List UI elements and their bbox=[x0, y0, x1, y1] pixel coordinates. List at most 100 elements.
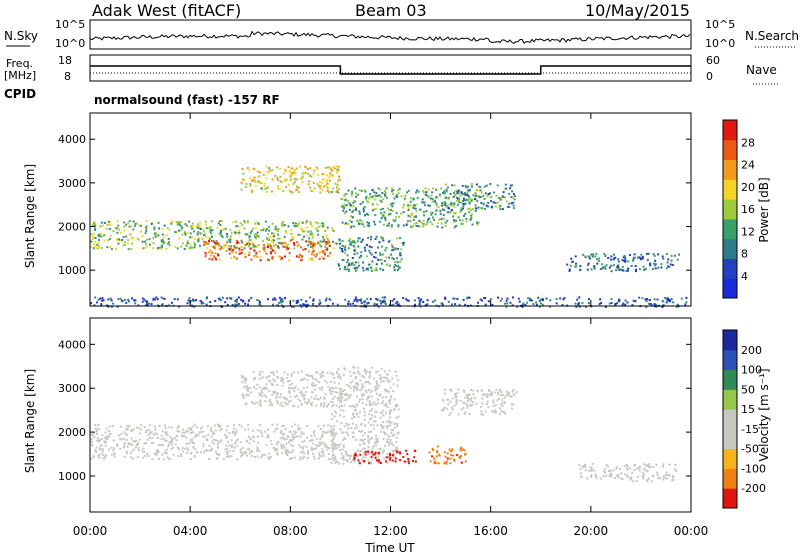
power-cell bbox=[363, 246, 366, 249]
freq-left-tick-top: 18 bbox=[58, 54, 72, 67]
velocity-cell bbox=[260, 395, 263, 398]
power-cell bbox=[396, 300, 399, 303]
velocity-cell bbox=[287, 380, 290, 383]
velocity-cell bbox=[399, 459, 402, 461]
power-cell bbox=[312, 253, 315, 256]
power-cell bbox=[301, 238, 304, 241]
power-cell bbox=[268, 258, 270, 261]
velocity-cell bbox=[672, 475, 674, 478]
power-cell bbox=[492, 191, 495, 194]
velocity-cell bbox=[396, 451, 399, 454]
power-cell bbox=[252, 246, 255, 249]
velocity-cell bbox=[372, 444, 375, 447]
velocity-cell bbox=[195, 434, 198, 437]
power-cell bbox=[205, 227, 208, 229]
velocity-cell bbox=[512, 393, 515, 396]
velocity-cell bbox=[111, 425, 114, 427]
power-cell bbox=[294, 168, 296, 171]
velocity-cell bbox=[96, 439, 99, 442]
power-cell bbox=[306, 226, 309, 229]
power-cell bbox=[300, 228, 302, 231]
velocity-cell bbox=[605, 463, 608, 466]
power-cell bbox=[353, 264, 356, 267]
velocity-cell bbox=[374, 388, 377, 391]
freq-label-line1: Freq. bbox=[6, 57, 33, 70]
power-cell bbox=[200, 302, 203, 305]
power-cell bbox=[311, 225, 314, 228]
velocity-cell bbox=[321, 435, 324, 438]
power-cell bbox=[97, 298, 100, 301]
power-cell bbox=[328, 179, 331, 182]
power-cell bbox=[155, 296, 158, 299]
power-cell bbox=[321, 250, 324, 253]
velocity-cell bbox=[350, 427, 353, 430]
velocity-cell bbox=[620, 477, 623, 480]
power-cell bbox=[621, 269, 624, 271]
velocity-cell bbox=[393, 433, 395, 436]
power-cell bbox=[191, 227, 194, 230]
power-cell bbox=[92, 235, 95, 238]
power-cell bbox=[648, 299, 651, 302]
power-cell bbox=[341, 221, 344, 224]
velocity-cell bbox=[241, 376, 244, 379]
power-cell bbox=[463, 192, 466, 194]
power-cell bbox=[463, 202, 466, 205]
power-cell bbox=[508, 206, 511, 209]
velocity-cell bbox=[656, 471, 659, 474]
power-cell bbox=[167, 237, 170, 240]
power-cell bbox=[654, 259, 657, 262]
velocity-cell bbox=[361, 429, 364, 432]
velocity-cell bbox=[318, 454, 321, 457]
power-cell bbox=[269, 245, 272, 248]
velocity-cell bbox=[281, 432, 284, 435]
power-cell bbox=[382, 239, 385, 242]
power-cell bbox=[313, 243, 316, 246]
power-cell bbox=[289, 239, 292, 242]
velocity-cell bbox=[675, 469, 678, 472]
power-cell bbox=[356, 240, 359, 243]
power-cell bbox=[595, 258, 598, 261]
velocity-cell bbox=[343, 389, 346, 391]
velocity-cell bbox=[443, 451, 446, 454]
velocity-cell bbox=[129, 452, 132, 455]
power-cell bbox=[350, 215, 352, 218]
power-cell bbox=[447, 186, 449, 189]
power-cell bbox=[462, 197, 465, 200]
power-cell bbox=[425, 191, 427, 194]
velocity-cell bbox=[293, 387, 296, 390]
velocity-cell bbox=[126, 424, 129, 427]
power-cell bbox=[684, 303, 687, 306]
power-cell bbox=[595, 252, 598, 255]
velocity-cell bbox=[395, 374, 398, 377]
velocity-cell bbox=[392, 390, 395, 393]
power-cell bbox=[513, 193, 515, 196]
time-tick-label: 00:00 bbox=[73, 524, 108, 538]
velocity-cell bbox=[190, 427, 193, 430]
power-cell bbox=[299, 304, 302, 307]
power-cell bbox=[443, 204, 446, 206]
velocity-cell bbox=[379, 424, 382, 427]
velocity-cell bbox=[211, 430, 214, 433]
velocity-cell bbox=[287, 435, 290, 438]
velocity-cell bbox=[321, 433, 324, 436]
velocity-cell bbox=[298, 458, 301, 461]
power-cell bbox=[94, 237, 97, 239]
velocity-cell bbox=[481, 402, 484, 405]
velocity-cell bbox=[332, 447, 335, 450]
velocity-cell bbox=[106, 437, 109, 440]
power-cell bbox=[499, 299, 502, 302]
power-cell bbox=[329, 298, 332, 301]
power-cell bbox=[98, 239, 100, 241]
velocity-cell bbox=[270, 371, 273, 374]
velocity-cell bbox=[328, 388, 331, 391]
power-cell bbox=[308, 250, 310, 253]
velocity-cell bbox=[332, 453, 335, 456]
power-cell bbox=[358, 189, 361, 192]
velocity-cell bbox=[290, 430, 292, 433]
velocity-cell bbox=[337, 382, 340, 385]
power-cell bbox=[660, 266, 663, 269]
power-cell bbox=[304, 172, 307, 174]
power-cell bbox=[359, 299, 362, 302]
velocity-cell bbox=[195, 451, 198, 454]
velocity-cell bbox=[311, 442, 314, 445]
